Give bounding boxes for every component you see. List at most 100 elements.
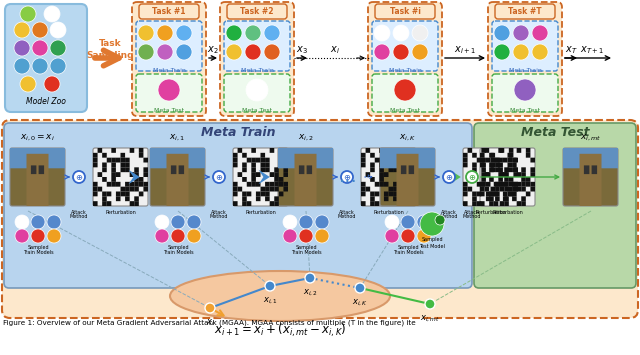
FancyBboxPatch shape xyxy=(139,182,143,187)
FancyBboxPatch shape xyxy=(93,163,97,167)
FancyBboxPatch shape xyxy=(393,196,397,201)
FancyBboxPatch shape xyxy=(361,148,416,206)
FancyBboxPatch shape xyxy=(220,2,294,116)
FancyBboxPatch shape xyxy=(93,158,97,163)
FancyBboxPatch shape xyxy=(484,148,489,153)
FancyBboxPatch shape xyxy=(486,196,490,201)
FancyBboxPatch shape xyxy=(107,158,111,163)
FancyBboxPatch shape xyxy=(521,177,526,182)
FancyBboxPatch shape xyxy=(116,196,120,201)
Polygon shape xyxy=(259,170,270,184)
FancyBboxPatch shape xyxy=(486,158,490,163)
FancyBboxPatch shape xyxy=(495,158,500,163)
Circle shape xyxy=(226,25,242,41)
Text: Sampled: Sampled xyxy=(27,245,49,250)
FancyBboxPatch shape xyxy=(504,187,509,191)
FancyBboxPatch shape xyxy=(403,182,407,187)
FancyBboxPatch shape xyxy=(531,172,535,177)
FancyBboxPatch shape xyxy=(256,158,260,163)
Circle shape xyxy=(50,58,66,74)
FancyBboxPatch shape xyxy=(275,196,279,201)
FancyBboxPatch shape xyxy=(401,165,406,174)
Text: Sampled: Sampled xyxy=(397,245,419,250)
FancyBboxPatch shape xyxy=(412,182,416,187)
FancyBboxPatch shape xyxy=(361,191,365,196)
FancyBboxPatch shape xyxy=(102,201,107,206)
FancyBboxPatch shape xyxy=(279,182,284,187)
FancyBboxPatch shape xyxy=(242,196,247,201)
FancyBboxPatch shape xyxy=(224,21,290,71)
FancyBboxPatch shape xyxy=(134,167,139,172)
FancyBboxPatch shape xyxy=(493,201,499,206)
Text: Meta Train: Meta Train xyxy=(509,67,541,72)
FancyBboxPatch shape xyxy=(468,172,472,177)
FancyBboxPatch shape xyxy=(107,182,111,187)
FancyBboxPatch shape xyxy=(269,187,275,191)
FancyBboxPatch shape xyxy=(499,182,503,187)
FancyBboxPatch shape xyxy=(477,158,481,163)
FancyBboxPatch shape xyxy=(31,165,36,174)
FancyBboxPatch shape xyxy=(252,158,256,163)
FancyBboxPatch shape xyxy=(512,158,516,163)
FancyBboxPatch shape xyxy=(143,187,148,191)
FancyBboxPatch shape xyxy=(513,158,518,163)
Text: $\oplus$: $\oplus$ xyxy=(445,173,453,181)
FancyBboxPatch shape xyxy=(503,196,508,201)
Text: Meta Test: Meta Test xyxy=(154,109,184,114)
FancyBboxPatch shape xyxy=(509,153,513,158)
FancyBboxPatch shape xyxy=(5,4,87,112)
FancyBboxPatch shape xyxy=(116,191,120,196)
FancyBboxPatch shape xyxy=(284,158,288,163)
FancyBboxPatch shape xyxy=(134,177,139,182)
FancyBboxPatch shape xyxy=(521,196,526,201)
Circle shape xyxy=(226,44,242,60)
Circle shape xyxy=(245,44,261,60)
FancyBboxPatch shape xyxy=(237,187,242,191)
FancyBboxPatch shape xyxy=(224,74,290,112)
FancyBboxPatch shape xyxy=(513,167,518,172)
FancyBboxPatch shape xyxy=(247,182,252,187)
FancyBboxPatch shape xyxy=(500,182,504,187)
FancyBboxPatch shape xyxy=(370,153,375,158)
Text: Train Models: Train Models xyxy=(22,251,53,256)
FancyBboxPatch shape xyxy=(393,158,397,163)
FancyBboxPatch shape xyxy=(531,158,535,163)
Circle shape xyxy=(417,229,431,243)
Circle shape xyxy=(417,215,431,229)
FancyBboxPatch shape xyxy=(412,167,416,172)
FancyBboxPatch shape xyxy=(504,167,509,172)
FancyBboxPatch shape xyxy=(365,148,370,153)
FancyBboxPatch shape xyxy=(503,182,508,187)
Text: Perturbation: Perturbation xyxy=(475,209,506,214)
FancyBboxPatch shape xyxy=(380,148,435,206)
FancyBboxPatch shape xyxy=(102,177,107,182)
FancyBboxPatch shape xyxy=(492,21,558,71)
FancyBboxPatch shape xyxy=(407,148,412,153)
FancyBboxPatch shape xyxy=(477,191,481,196)
FancyBboxPatch shape xyxy=(397,172,403,177)
FancyBboxPatch shape xyxy=(481,182,486,187)
FancyBboxPatch shape xyxy=(284,167,288,172)
FancyBboxPatch shape xyxy=(397,148,403,153)
FancyBboxPatch shape xyxy=(380,182,384,187)
Circle shape xyxy=(315,229,329,243)
FancyBboxPatch shape xyxy=(372,21,438,71)
FancyBboxPatch shape xyxy=(130,172,134,177)
FancyBboxPatch shape xyxy=(279,148,284,153)
FancyBboxPatch shape xyxy=(260,167,265,172)
Polygon shape xyxy=(129,170,140,184)
FancyBboxPatch shape xyxy=(275,177,279,182)
FancyBboxPatch shape xyxy=(463,148,518,206)
FancyBboxPatch shape xyxy=(116,172,120,177)
FancyBboxPatch shape xyxy=(139,148,143,153)
FancyBboxPatch shape xyxy=(279,191,284,196)
FancyBboxPatch shape xyxy=(380,148,384,153)
FancyBboxPatch shape xyxy=(512,196,516,201)
Circle shape xyxy=(171,215,185,229)
FancyBboxPatch shape xyxy=(531,182,535,187)
FancyBboxPatch shape xyxy=(499,172,503,177)
FancyBboxPatch shape xyxy=(284,172,288,177)
Circle shape xyxy=(401,215,415,229)
FancyBboxPatch shape xyxy=(388,158,393,163)
FancyBboxPatch shape xyxy=(116,182,120,187)
